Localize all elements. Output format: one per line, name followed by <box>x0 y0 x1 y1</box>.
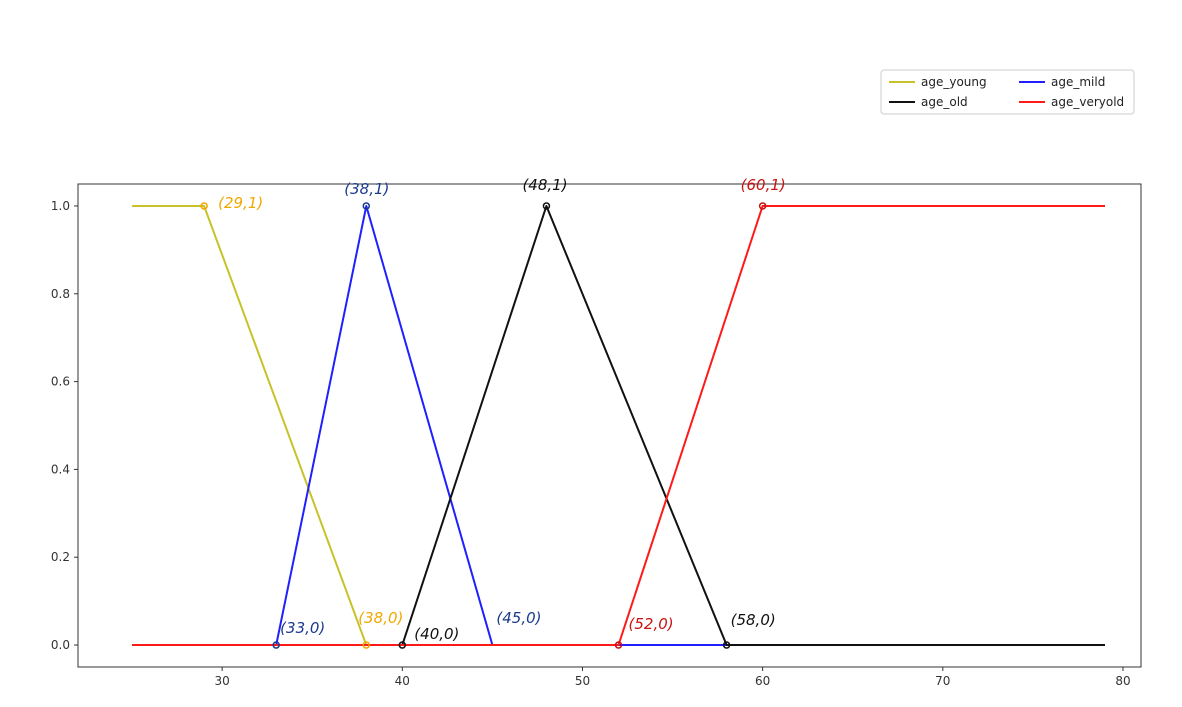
x-tick-label: 70 <box>935 674 950 688</box>
annotation-marker <box>272 641 280 649</box>
series-layer <box>132 205 1105 646</box>
annotation-marker <box>758 202 767 210</box>
annotation-label: (60,1) <box>741 176 786 194</box>
y-tick-label: 0.2 <box>51 550 70 564</box>
x-tick-label: 40 <box>395 674 410 688</box>
annotation-marker <box>398 641 407 649</box>
annotation-label: (33,0) <box>280 619 325 637</box>
annotation-label: (29,1) <box>218 194 263 212</box>
x-tick-label: 50 <box>575 674 590 688</box>
annotation-layer: (29,1) (38,1) (48,1) (60,1) (33,0) (38,0) (40,… <box>200 176 786 649</box>
annotation-label: (38,1) <box>344 180 389 198</box>
x-tick-label: 80 <box>1115 674 1130 688</box>
y-tick-label: 1.0 <box>51 199 70 213</box>
y-tick-label: 0.8 <box>51 287 70 301</box>
plot-frame <box>77 183 1142 668</box>
annotation-marker <box>362 202 371 210</box>
y-tick-label: 0.6 <box>51 375 70 389</box>
legend-entry: age_old <box>921 95 968 109</box>
annotation-label: (48,1) <box>522 176 567 194</box>
legend-entry: age_young <box>921 75 987 89</box>
legend: age_young age_mild age_old age_veryold <box>880 69 1135 115</box>
legend-entry: age_veryold <box>1051 95 1124 109</box>
annotation-marker <box>200 202 208 210</box>
legend-entry: age_mild <box>1051 75 1105 89</box>
x-tick-label: 60 <box>755 674 770 688</box>
x-tick-label: 30 <box>214 674 229 688</box>
annotation-label: (58,0) <box>731 611 776 629</box>
y-axis: 0.0 0.2 0.4 0.6 0.8 1.0 <box>51 199 78 652</box>
series-line-age_young <box>132 205 1105 646</box>
series-line-age_mild <box>132 205 1105 646</box>
y-tick-label: 0.4 <box>51 462 70 476</box>
annotation-label: (52,0) <box>629 615 674 633</box>
annotation-marker <box>722 641 731 649</box>
annotation-label: (38,0) <box>358 609 403 627</box>
annotation-label: (45,0) <box>496 609 541 627</box>
plot-area <box>77 183 1142 668</box>
series-line-age_old <box>132 205 1105 646</box>
y-tick-label: 0.0 <box>51 638 70 652</box>
series-line-age_veryold <box>132 205 1105 646</box>
x-axis: 30 40 50 60 70 80 <box>214 667 1131 688</box>
annotation-marker <box>362 641 371 649</box>
legend-box <box>880 69 1135 115</box>
annotation-marker <box>542 202 551 210</box>
annotation-marker <box>614 641 623 649</box>
annotation-label: (40,0) <box>414 625 459 643</box>
